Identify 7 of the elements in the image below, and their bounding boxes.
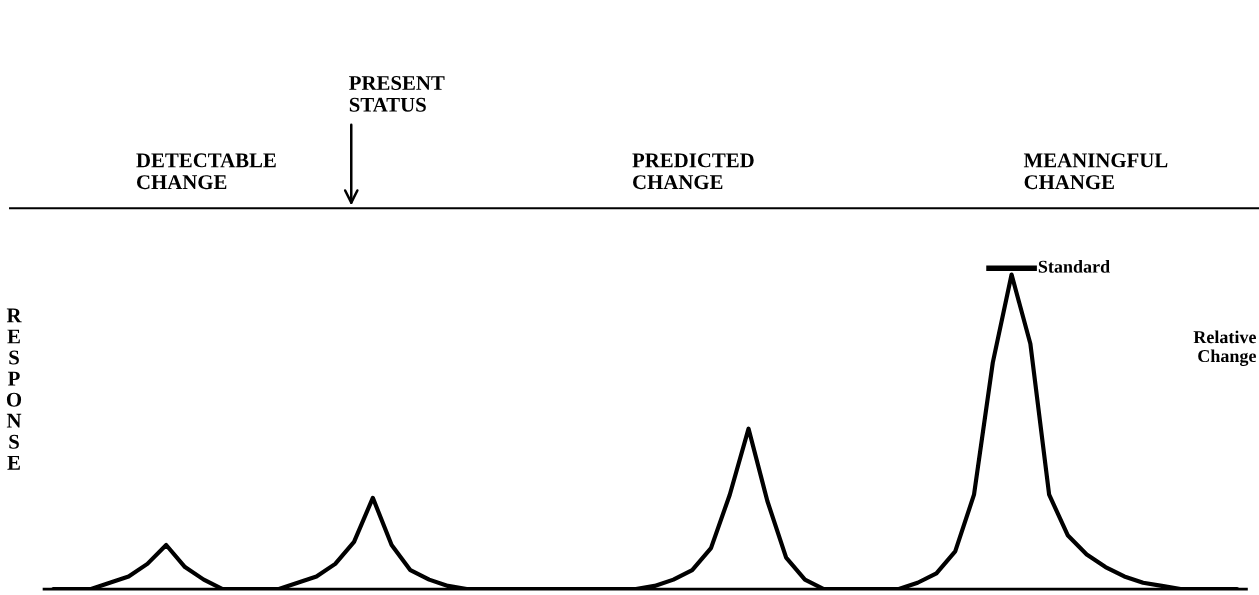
- annotation: Relative Change: [1193, 330, 1257, 366]
- text: MEANINGFUL CHANGE: [1023, 153, 1168, 190]
- text: PRESENT STATUS: [349, 76, 445, 112]
- text: Standard: [1038, 260, 1110, 273]
- text: DETECTABLE CHANGE: [136, 153, 276, 190]
- text: PREDICTED CHANGE: [632, 153, 754, 190]
- y-axis-title: RESPONSE: [6, 308, 22, 470]
